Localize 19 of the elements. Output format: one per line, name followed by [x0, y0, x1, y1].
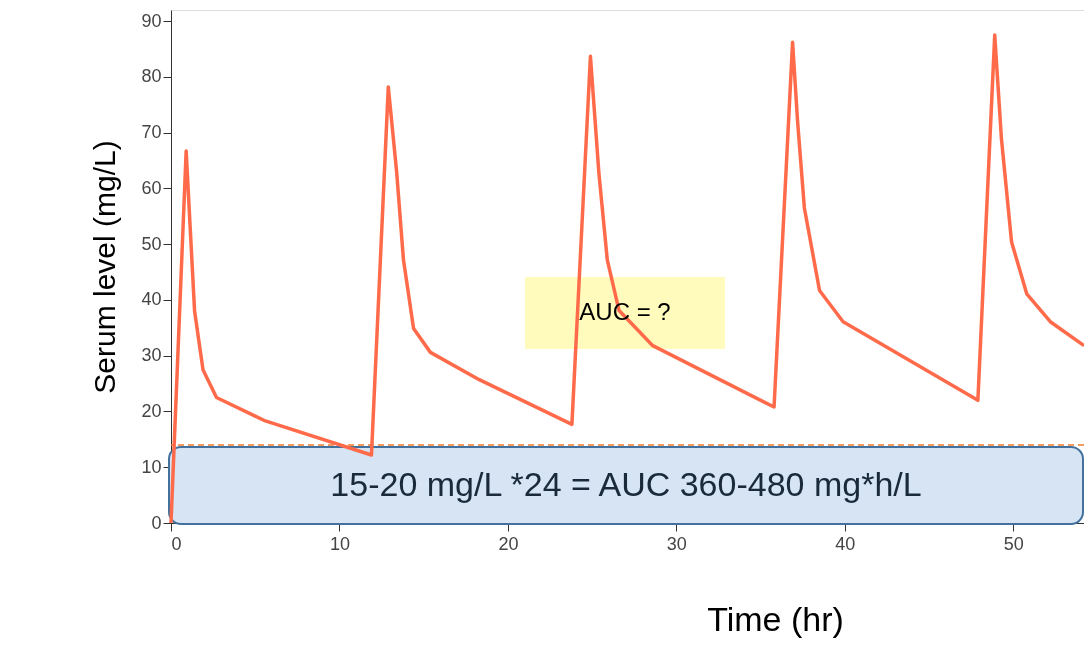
x-tick-label: 0	[171, 533, 182, 554]
x-tick-label: 30	[666, 533, 687, 554]
y-tick-label: 30	[141, 345, 162, 366]
y-tick-label: 60	[141, 177, 162, 198]
annotation: 15-20 mg/L *24 = AUC 360-480 mg*h/L	[330, 464, 922, 503]
y-tick-label: 10	[141, 456, 162, 477]
y-tick-label: 70	[141, 122, 162, 143]
x-axis-title: Time (hr)	[707, 599, 844, 638]
x-tick-label: 50	[1003, 533, 1024, 554]
x-tick-label: 40	[835, 533, 856, 554]
y-tick-label: 40	[141, 289, 162, 310]
y-tick-label: 90	[141, 10, 162, 31]
y-tick-label: 80	[141, 66, 162, 87]
y-axis-title: Serum level (mg/L)	[88, 140, 122, 394]
y-tick-label: 20	[141, 400, 162, 421]
x-tick-label: 10	[329, 533, 350, 554]
y-tick-label: 0	[151, 512, 162, 533]
x-tick-label: 20	[498, 533, 519, 554]
y-tick-label: 50	[141, 233, 162, 254]
